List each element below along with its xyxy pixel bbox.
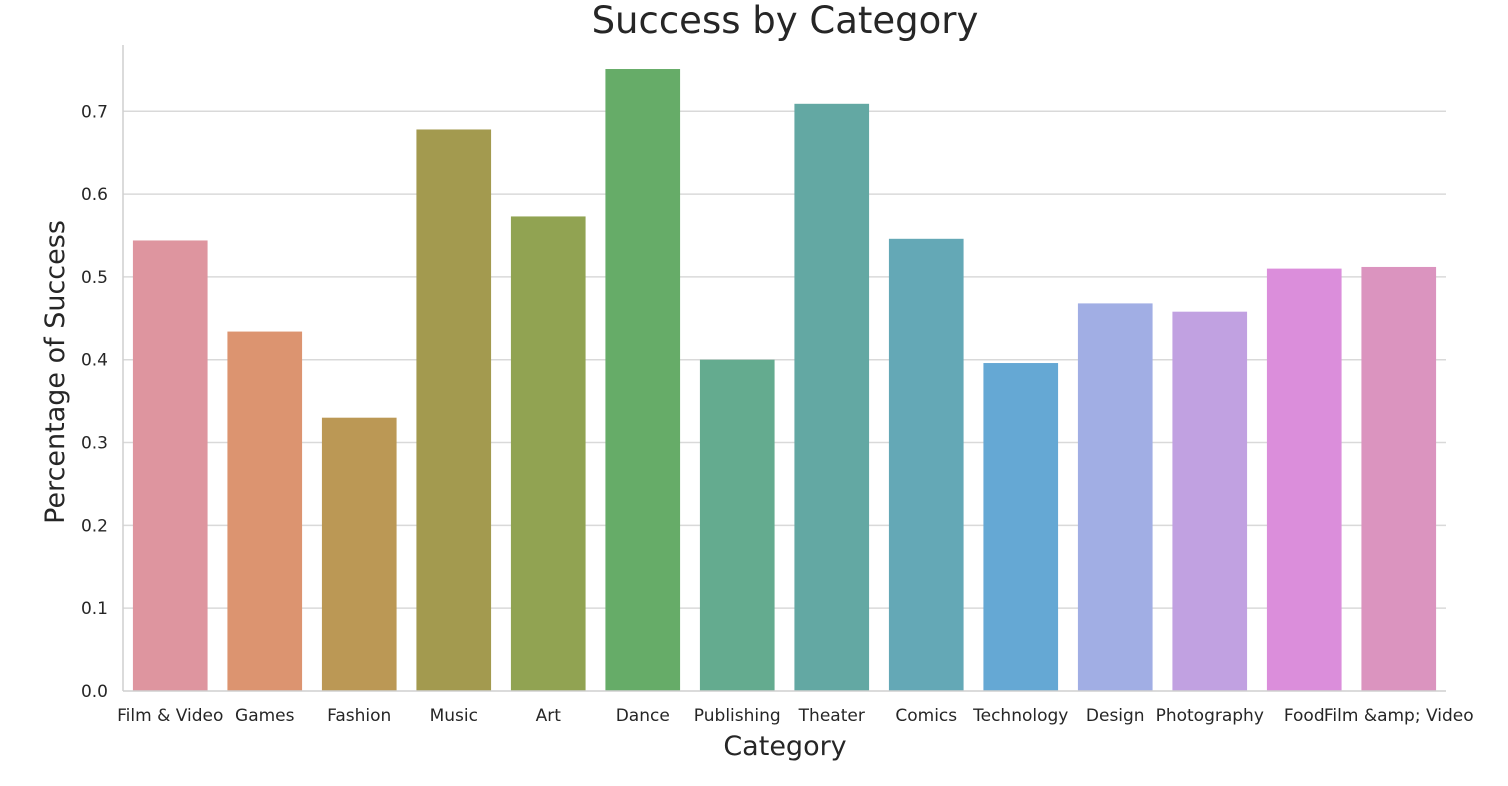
y-tick-label: 0.5 [81,268,108,288]
bars [132,69,1437,692]
x-tick-label: Games [235,706,295,726]
axes: 0.0 0.1 0.2 0.3 0.4 0.5 0.6 0.7 Film & Video Game… [81,45,1474,726]
bar [227,331,303,691]
bar [605,69,681,692]
bar [1172,311,1248,691]
bar [794,103,870,692]
x-tick-label: Theater [798,706,865,726]
bar [983,363,1059,691]
x-tick-label: Dance [616,706,670,726]
x-tick-label: Film &amp; Video [1324,706,1474,726]
x-tick-label: Art [536,706,562,726]
y-tick-label: 0.2 [81,516,108,536]
y-tick-label: 0.1 [81,599,108,619]
x-tick-label: Design [1086,706,1145,726]
y-tick-label: 0.4 [81,351,108,371]
x-tick-label: Film & Video [117,706,223,726]
chart-title: Success by Category [592,0,979,42]
x-tick-label: Fashion [327,706,391,726]
bar [699,359,775,691]
x-tick-label: Comics [895,706,957,726]
x-axis-label: Category [723,731,846,762]
gridlines [123,110,1446,609]
x-tick-label: Technology [972,706,1068,726]
bar [1077,303,1153,691]
bar [510,216,586,691]
bar [888,238,964,692]
y-tick-label: 0.3 [81,434,108,454]
x-tick-label: Photography [1156,706,1264,726]
y-axis-label: Percentage of Success [40,220,71,524]
x-tick-label: Food [1284,706,1325,726]
bar [132,240,208,691]
bar [321,417,397,691]
bar [1266,268,1342,691]
x-tick-label: Publishing [694,706,781,726]
y-tick-label: 0.7 [81,102,108,122]
bar [416,129,492,691]
x-tick-label: Music [430,706,478,726]
bar [1361,266,1437,691]
y-tick-label: 0.6 [81,185,108,205]
y-tick-label: 0.0 [81,682,108,702]
